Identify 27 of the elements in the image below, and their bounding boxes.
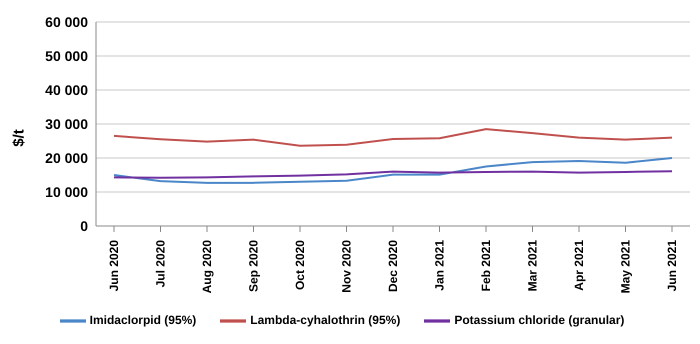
x-tick-label: Jan 2021 bbox=[432, 240, 446, 291]
x-tick-label: Feb 2021 bbox=[479, 240, 493, 292]
x-tick-label: Nov 2020 bbox=[340, 240, 354, 293]
line-series bbox=[113, 128, 673, 147]
y-tick-label: 30 000 bbox=[45, 116, 88, 132]
y-tick-label: 60 000 bbox=[45, 14, 88, 30]
legend-label: Lambda-cyhalothrin (95%) bbox=[250, 313, 400, 328]
line-series bbox=[113, 157, 673, 184]
y-tick-label: 20 000 bbox=[45, 150, 88, 166]
x-tick-label: Jun 2021 bbox=[665, 240, 679, 292]
y-tick-label: 0 bbox=[80, 218, 88, 234]
x-tick-label: Jun 2020 bbox=[107, 240, 121, 292]
x-tick-label: May 2021 bbox=[618, 240, 632, 294]
y-tick-label: 40 000 bbox=[45, 82, 88, 98]
x-tick-label: Oct 2020 bbox=[293, 240, 307, 290]
y-tick-label: 50 000 bbox=[45, 48, 88, 64]
x-tick-label: Mar 2021 bbox=[526, 240, 540, 292]
x-tick-label: Dec 2020 bbox=[386, 240, 400, 292]
legend-label: Imidaclorpid (95%) bbox=[90, 313, 196, 328]
y-axis-title: $/t bbox=[10, 129, 28, 147]
y-tick-label: 10 000 bbox=[45, 184, 88, 200]
x-tick-label: Jul 2020 bbox=[154, 240, 168, 288]
legend-label: Potassium chloride (granular) bbox=[454, 313, 624, 328]
x-tick-label: Sep 2020 bbox=[246, 240, 260, 292]
x-tick-label: Aug 2020 bbox=[200, 240, 214, 294]
line-series bbox=[113, 170, 673, 179]
x-tick-label: Apr 2021 bbox=[572, 240, 586, 291]
